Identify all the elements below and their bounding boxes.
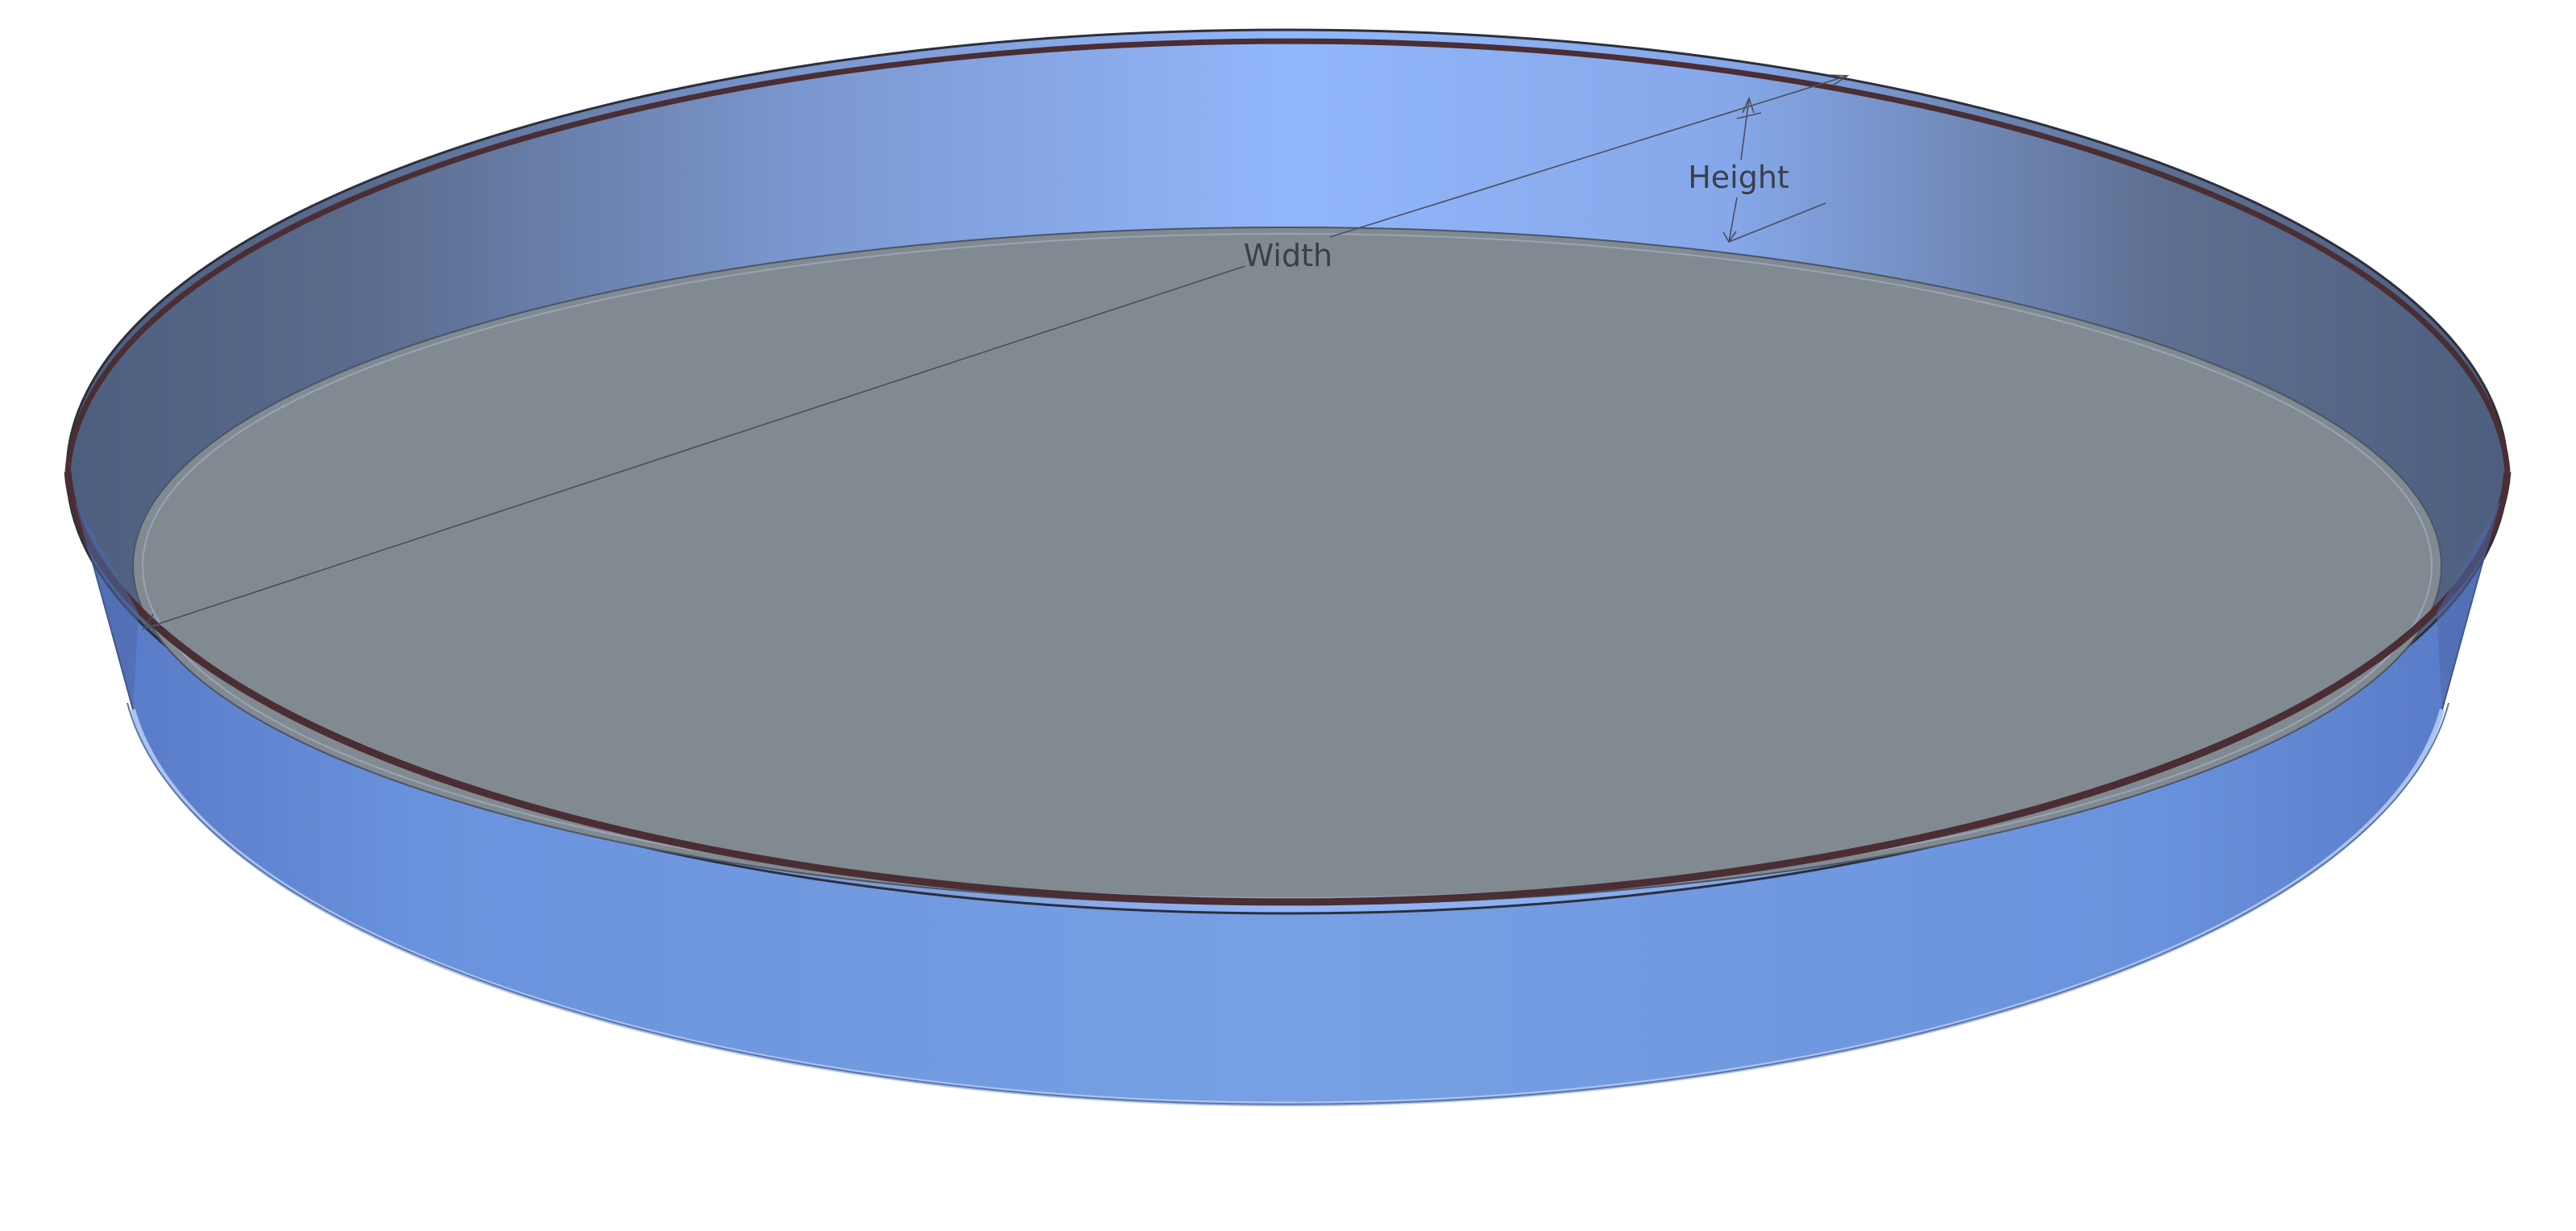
outer-wall-bottom-outline [127, 702, 2449, 1105]
height-extension-line-top [1736, 112, 1762, 119]
height-dimension-line-bottom[interactable] [1728, 197, 1738, 243]
right-wall-corner [2437, 500, 2501, 709]
left-wall-corner [74, 500, 139, 709]
width-dimension-line[interactable] [143, 265, 1246, 630]
height-arrow-bottom-icon [1722, 231, 1737, 243]
width-arrow-right-icon [1829, 74, 1850, 86]
back-rim [64, 38, 2511, 472]
width-label[interactable]: Width [1244, 238, 1332, 273]
tray-floor [132, 227, 2442, 905]
width-dimension-line-upper[interactable] [1329, 75, 1848, 238]
height-dimension-line-top[interactable] [1740, 98, 1750, 160]
width-arrow-left-icon [142, 613, 160, 630]
height-extension-line-bottom [1728, 202, 1826, 243]
height-arrow-top-icon [1742, 96, 1755, 114]
tray-floor-inner-edge [142, 233, 2433, 899]
height-label[interactable]: Height [1688, 160, 1789, 195]
front-rim [64, 471, 2512, 906]
